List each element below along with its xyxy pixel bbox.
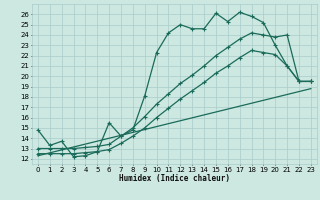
X-axis label: Humidex (Indice chaleur): Humidex (Indice chaleur) xyxy=(119,174,230,183)
